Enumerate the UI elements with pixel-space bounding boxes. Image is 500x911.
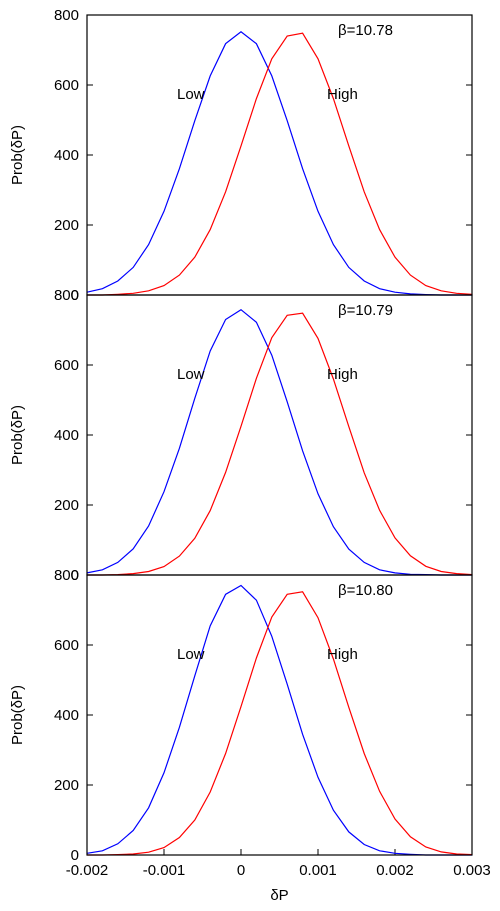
series-line xyxy=(87,32,473,296)
y-tick-label: 0 xyxy=(71,847,79,864)
x-tick-label: 0 xyxy=(237,862,245,879)
y-tick-label: 400 xyxy=(54,147,79,164)
annotation: β=10.80 xyxy=(338,582,393,599)
series-label: Low xyxy=(177,366,205,383)
x-tick-label: -0.001 xyxy=(143,862,186,879)
y-axis-label: Prob(δP) xyxy=(9,405,26,465)
y-axis-label: Prob(δP) xyxy=(9,125,26,185)
y-tick-label: 200 xyxy=(54,217,79,234)
plot-frame xyxy=(86,574,473,856)
annotation: β=10.78 xyxy=(338,22,393,39)
series-line xyxy=(87,312,473,576)
x-tick-label: -0.002 xyxy=(66,862,109,879)
series-label: Low xyxy=(177,646,205,663)
y-tick-label: 600 xyxy=(54,637,79,654)
x-axis-label: δP xyxy=(270,887,288,904)
annotation: β=10.79 xyxy=(338,302,393,319)
plot-frame xyxy=(86,294,473,576)
y-tick-label: 0 xyxy=(71,287,79,304)
y-tick-label: 400 xyxy=(54,427,79,444)
y-axis-label: Prob(δP) xyxy=(9,685,26,745)
y-tick-label: 800 xyxy=(54,287,79,304)
y-tick-label: 0 xyxy=(71,567,79,584)
plot-frame xyxy=(86,14,473,296)
y-tick-label: 800 xyxy=(54,7,79,24)
series-line xyxy=(86,584,472,856)
series-label: High xyxy=(327,646,358,663)
y-tick-label: 200 xyxy=(54,777,79,794)
series-line xyxy=(86,31,472,296)
series-label: High xyxy=(327,366,358,383)
y-tick-label: 600 xyxy=(54,77,79,94)
x-tick-label: 0.003 xyxy=(453,862,491,879)
series-label: High xyxy=(327,86,358,103)
y-tick-label: 400 xyxy=(54,707,79,724)
x-tick-label: 0.001 xyxy=(299,862,337,879)
series-line xyxy=(86,308,472,576)
series-line xyxy=(87,591,473,856)
y-tick-label: 200 xyxy=(54,497,79,514)
x-tick-label: 0.002 xyxy=(376,862,414,879)
series-label: Low xyxy=(177,86,205,103)
y-tick-label: 800 xyxy=(54,567,79,584)
y-tick-label: 600 xyxy=(54,357,79,374)
